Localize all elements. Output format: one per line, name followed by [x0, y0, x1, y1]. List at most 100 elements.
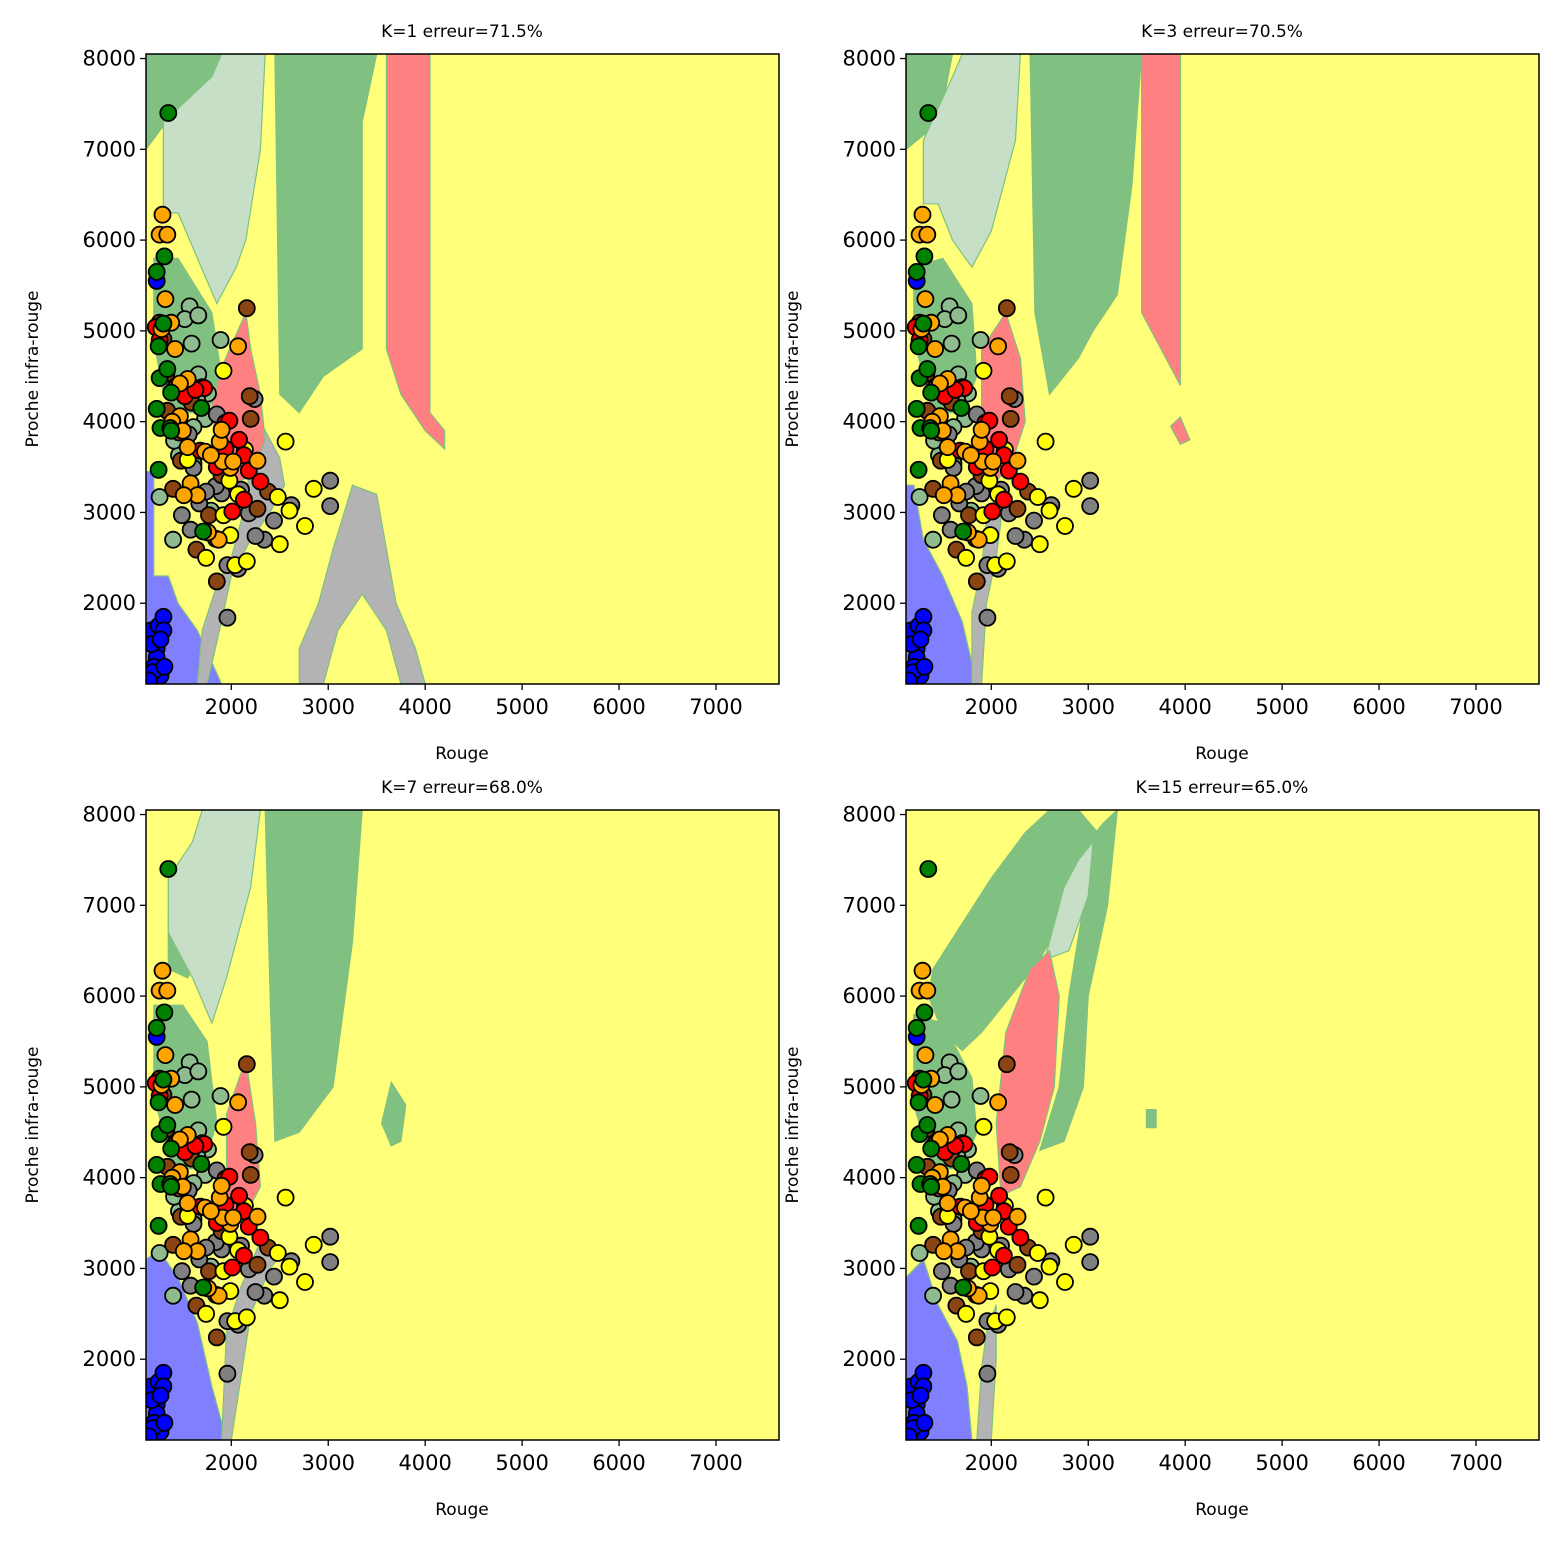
data-point-red	[983, 502, 1002, 521]
data-point-green	[907, 262, 926, 281]
x-tick-label: 4000	[1158, 1451, 1211, 1475]
data-point-orange	[984, 452, 1003, 471]
y-tick-label: 4000	[83, 410, 136, 434]
data-point-brown	[960, 1262, 978, 1281]
x-tick-label: 6000	[1352, 1451, 1405, 1475]
data-point-gray	[218, 608, 237, 627]
data-point-gray	[218, 1364, 237, 1383]
data-point-green	[909, 337, 928, 356]
data-point-green	[952, 1155, 971, 1173]
y-tick-label: 7000	[843, 137, 896, 161]
data-point-green	[194, 522, 213, 541]
axes-frame-k15	[905, 809, 1540, 1441]
data-point-yellow	[268, 488, 287, 506]
axis-ticks-k3: 2000 3000 4000 5000 6000 7000 2000 3000 4000 5000…	[843, 47, 1503, 719]
y-tick-label: 8000	[83, 803, 136, 827]
data-point-orange	[918, 981, 937, 1000]
y-tick-label: 6000	[83, 228, 136, 252]
data-point-yellow	[957, 548, 975, 567]
data-point-orange	[934, 1242, 953, 1261]
data-point-brown	[997, 1055, 1016, 1074]
data-point-lightgreen	[942, 334, 961, 353]
data-point-brown	[207, 1328, 226, 1347]
data-point-brown	[1008, 1255, 1027, 1274]
decision-region-lightgreen	[1043, 839, 1094, 961]
data-point-gray	[1025, 511, 1043, 530]
data-point-brown	[237, 1055, 256, 1074]
data-point-blue	[911, 1386, 930, 1405]
data-point-yellow	[957, 1304, 975, 1323]
data-point-yellow	[1036, 1188, 1055, 1207]
y-tick-label: 4000	[843, 1166, 896, 1190]
x-tick-label: 3000	[1062, 1451, 1115, 1475]
data-point-orange	[916, 1046, 935, 1064]
decision-regions-k15	[906, 810, 1539, 1440]
data-point-yellow	[214, 1117, 233, 1136]
axis-ticks-k7: 2000 3000 4000 5000 6000 7000 2000 3000 4000 5000…	[83, 803, 743, 1475]
data-point-gray	[321, 1253, 340, 1271]
data-point-red	[251, 472, 270, 491]
y-axis-label-k3: Proche infra-rouge	[783, 290, 803, 447]
decision-region-green	[380, 1080, 407, 1147]
axes-frame-k7	[145, 809, 780, 1441]
data-point-yellow	[214, 361, 233, 380]
axis-ticks-k1: 2000 3000 4000 5000 6000 7000 2000 3000 4000 5000…	[83, 47, 743, 719]
data-point-blue	[155, 657, 174, 676]
data-point-yellow	[268, 1244, 287, 1262]
data-point-yellow	[1056, 1273, 1074, 1291]
data-point-green	[158, 1116, 177, 1134]
data-point-green	[154, 314, 173, 333]
data-point-red	[234, 490, 253, 509]
data-point-orange	[178, 1194, 197, 1212]
panel-k15: 2000 3000 4000 5000 6000 7000 2000 3000 4000 5000…	[783, 778, 1540, 1520]
data-point-gray	[1025, 1267, 1043, 1286]
data-point-gray	[246, 527, 265, 545]
data-point-green	[159, 104, 178, 122]
data-point-brown	[967, 572, 986, 591]
data-point-green	[159, 860, 178, 878]
data-point-green	[194, 1278, 213, 1297]
data-point-green	[158, 360, 177, 378]
y-tick-label: 3000	[83, 1256, 136, 1280]
data-point-red	[995, 1246, 1013, 1265]
decision-region-green	[1145, 1108, 1157, 1129]
data-point-brown	[960, 506, 978, 525]
data-point-green	[922, 383, 941, 402]
data-point-brown	[997, 299, 1016, 318]
data-point-orange	[224, 1208, 243, 1227]
data-point-gray	[172, 506, 191, 525]
data-point-gray	[265, 511, 283, 530]
data-point-orange	[913, 961, 932, 980]
x-tick-label: 3000	[1062, 695, 1115, 719]
data-point-blue	[146, 1427, 158, 1440]
data-point-orange	[926, 1096, 944, 1114]
data-point-orange	[174, 486, 193, 505]
x-tick-label: 7000	[689, 1451, 742, 1475]
data-point-green	[922, 1177, 941, 1196]
y-tick-label: 3000	[83, 500, 136, 524]
data-point-gray	[978, 608, 997, 627]
data-point-yellow	[1036, 432, 1055, 451]
data-point-brown	[1000, 387, 1019, 406]
data-point-brown	[248, 1255, 267, 1274]
data-point-green	[907, 399, 926, 418]
data-point-yellow	[1064, 479, 1083, 498]
data-point-green	[922, 421, 941, 440]
data-point-green	[147, 262, 166, 281]
x-tick-label: 4000	[398, 1451, 451, 1475]
data-point-lightgreen	[189, 306, 208, 325]
data-point-red	[1011, 1228, 1030, 1247]
data-point-gray	[321, 497, 340, 516]
data-point-lightgreen	[189, 1062, 208, 1081]
data-point-orange	[989, 337, 1007, 356]
decision-region-red	[385, 54, 446, 451]
x-tick-label: 5000	[1255, 1451, 1308, 1475]
panel-k3: 2000 3000 4000 5000 6000 7000 2000 3000 4000 5000…	[783, 22, 1540, 764]
data-point-lightgreen	[164, 1286, 183, 1305]
y-tick-label: 5000	[83, 1075, 136, 1099]
y-tick-label: 4000	[843, 410, 896, 434]
x-tick-label: 7000	[689, 695, 742, 719]
scatter-points-k7	[146, 860, 340, 1440]
y-tick-label: 2000	[843, 591, 896, 615]
data-point-red	[995, 490, 1013, 509]
